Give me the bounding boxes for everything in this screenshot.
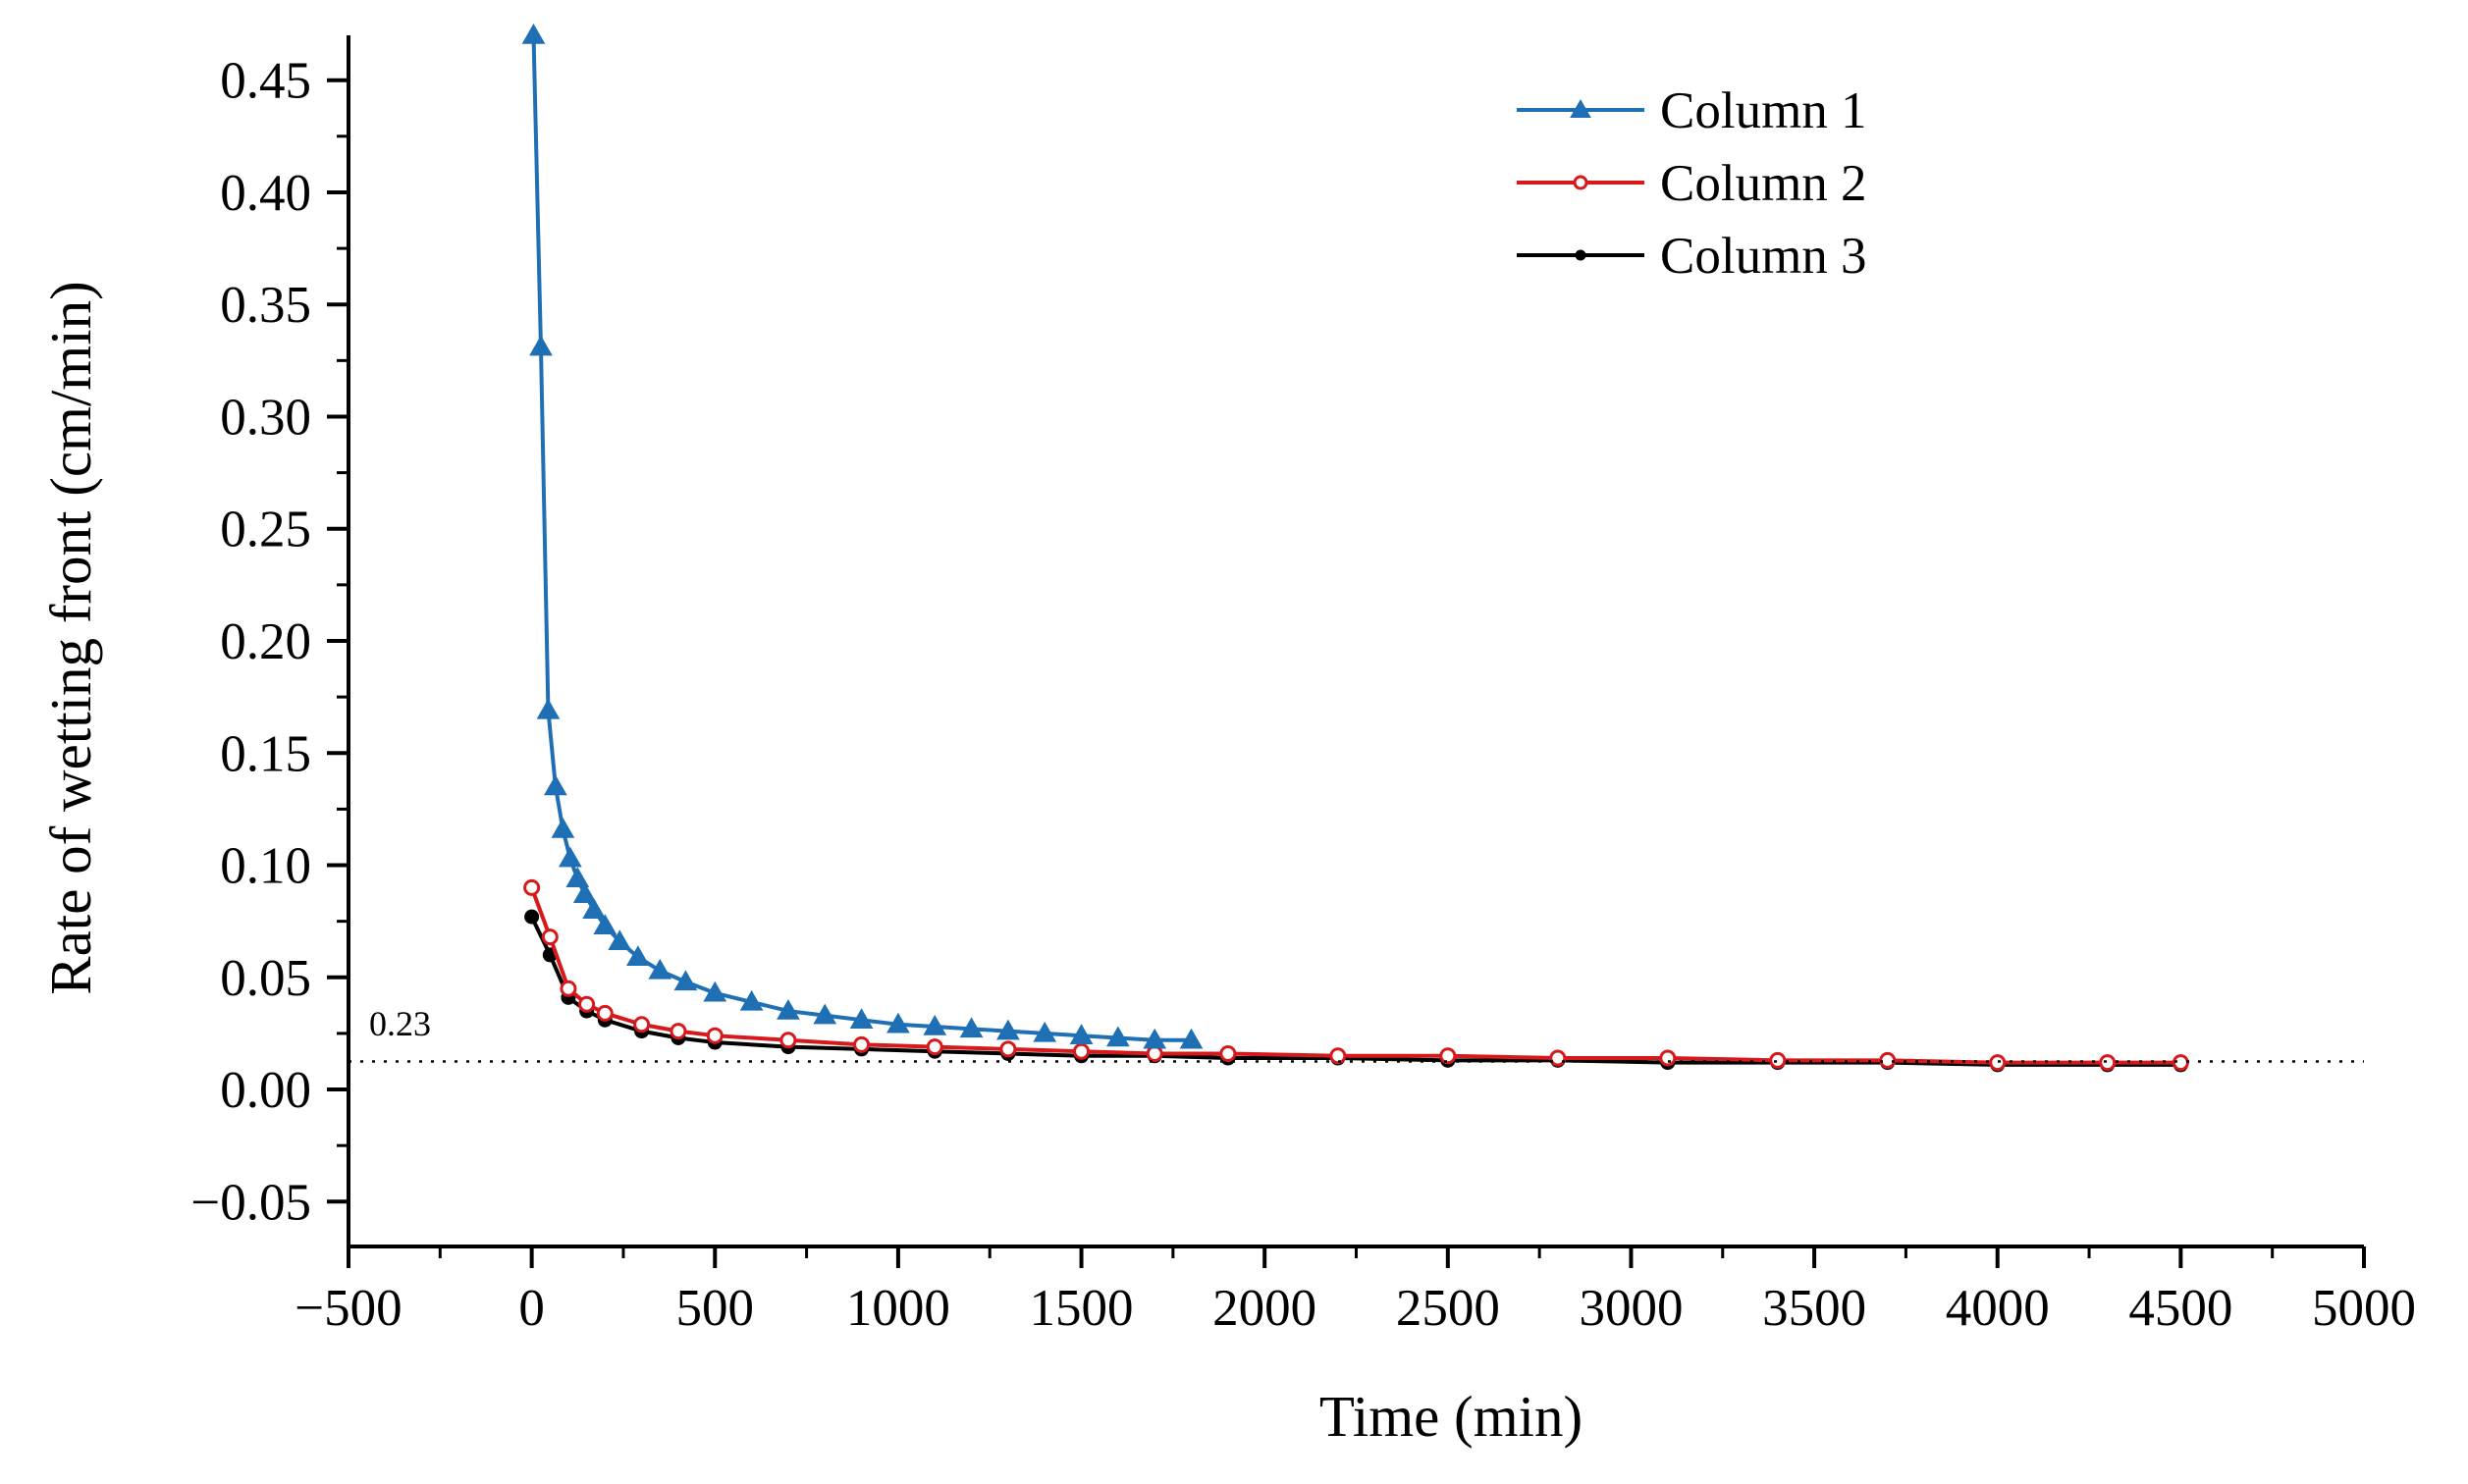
legend-item-column-1: Column 1 <box>1517 82 1867 139</box>
x-tick-label: 1000 <box>846 1280 950 1337</box>
y-tick-label: 0.35 <box>220 277 311 334</box>
column-3-series <box>524 909 2188 1073</box>
x-tick-label: 0 <box>518 1280 545 1337</box>
column-2-point <box>560 980 577 997</box>
column-2-point <box>523 878 541 896</box>
column-1-point <box>544 774 567 796</box>
column-2-point <box>578 995 596 1013</box>
x-tick-label: 4000 <box>1946 1280 2050 1337</box>
column-2-point <box>1769 1051 1787 1069</box>
column-2-point <box>541 928 559 946</box>
column-2-point <box>1439 1047 1457 1065</box>
y-tick-label: 0.10 <box>220 838 311 895</box>
series-layer <box>521 23 2189 1073</box>
x-axis-title: Time (min) <box>1319 1384 1583 1449</box>
column-3-line <box>529 916 2181 1067</box>
column-3-point <box>524 909 540 925</box>
column-1-point <box>996 1019 1020 1040</box>
column-1-point <box>565 867 590 887</box>
reference-line-label: 0.23 <box>369 1004 431 1043</box>
x-tick-label: 4500 <box>2128 1280 2232 1337</box>
legend: Column 1 Column 2 Column 3 <box>1517 82 1867 285</box>
column-2-point <box>1549 1049 1567 1067</box>
column-1-point <box>521 23 546 44</box>
column-1-point <box>648 958 672 980</box>
y-tick-label: 0.45 <box>220 53 311 110</box>
y-tick-label: 0.30 <box>220 389 311 446</box>
column-1-point <box>923 1015 947 1035</box>
legend-label: Column 2 <box>1660 155 1867 212</box>
column-1-point <box>886 1012 910 1034</box>
legend-swatch-marker <box>1570 98 1591 118</box>
column-2-point <box>779 1032 797 1049</box>
column-1-point <box>593 914 617 934</box>
y-tick-label: 0.05 <box>220 950 311 1007</box>
column-1-point <box>1179 1028 1204 1049</box>
column-2-point <box>633 1016 651 1034</box>
column-1-series <box>521 23 1204 1049</box>
column-1-point <box>959 1017 984 1038</box>
column-1-point <box>739 989 764 1011</box>
column-1-point <box>582 898 606 919</box>
x-tick-label: 3500 <box>1762 1280 1866 1337</box>
column-1-point <box>1069 1024 1094 1044</box>
column-2-point <box>2099 1054 2117 1072</box>
column-1-point <box>703 980 727 1002</box>
y-tick-label: 0.25 <box>220 502 311 558</box>
column-2-line <box>529 886 2181 1065</box>
column-1-point <box>608 929 632 950</box>
column-1-point <box>558 846 582 868</box>
column-1-point <box>673 970 698 991</box>
column-1-point <box>813 1003 837 1025</box>
legend-swatch-marker <box>1575 249 1586 261</box>
column-1-point <box>529 335 553 356</box>
column-1-point <box>849 1008 874 1029</box>
legend-label: Column 1 <box>1660 82 1867 139</box>
column-2-point <box>596 1004 614 1022</box>
axes-layer: −500 0 500 1000 1500 2000 2500 3000 3500 4000 4500… <box>190 35 2416 1337</box>
x-tick-label: 3000 <box>1579 1280 1683 1337</box>
column-2-point <box>706 1027 724 1044</box>
y-tick-label: 0.00 <box>220 1062 311 1119</box>
column-1-point <box>572 882 597 903</box>
column-2-point <box>670 1023 687 1040</box>
column-2-point <box>1219 1044 1237 1062</box>
column-2-point <box>999 1040 1017 1058</box>
legend-label: Column 3 <box>1660 228 1867 285</box>
y-tick-label: 0.40 <box>220 165 311 222</box>
column-2-point <box>1659 1049 1677 1067</box>
y-tick-label: 0.15 <box>220 725 311 782</box>
legend-item-column-2: Column 2 <box>1517 155 1867 212</box>
column-2-point <box>1073 1042 1091 1060</box>
column-2-point <box>926 1038 943 1056</box>
x-tick-label: 1500 <box>1030 1280 1134 1337</box>
x-tick-label: 5000 <box>2312 1280 2416 1337</box>
column-2-series <box>523 878 2189 1072</box>
y-tick-label: 0.20 <box>220 613 311 670</box>
x-tick-label: 2000 <box>1212 1280 1316 1337</box>
legend-item-column-3: Column 3 <box>1517 228 1867 285</box>
x-tick-label: −500 <box>295 1280 402 1337</box>
column-1-point <box>626 945 650 966</box>
column-1-point <box>1033 1021 1057 1042</box>
legend-swatch-marker <box>1573 175 1588 190</box>
column-1-point <box>536 698 561 719</box>
column-2-point <box>1989 1054 2007 1072</box>
x-tick-label: 500 <box>676 1280 755 1337</box>
y-axis-title: Rate of wetting front (cm/min) <box>38 281 103 994</box>
column-1-point <box>1106 1026 1130 1047</box>
column-2-point <box>1146 1044 1163 1062</box>
x-tick-label: 2500 <box>1396 1280 1500 1337</box>
column-1-point <box>1143 1028 1167 1049</box>
column-2-point <box>1329 1047 1347 1065</box>
column-1-line <box>531 34 1192 1042</box>
column-1-point <box>777 999 800 1020</box>
column-2-point <box>853 1035 871 1053</box>
y-tick-label: −0.05 <box>190 1174 311 1231</box>
column-1-point <box>551 817 575 838</box>
